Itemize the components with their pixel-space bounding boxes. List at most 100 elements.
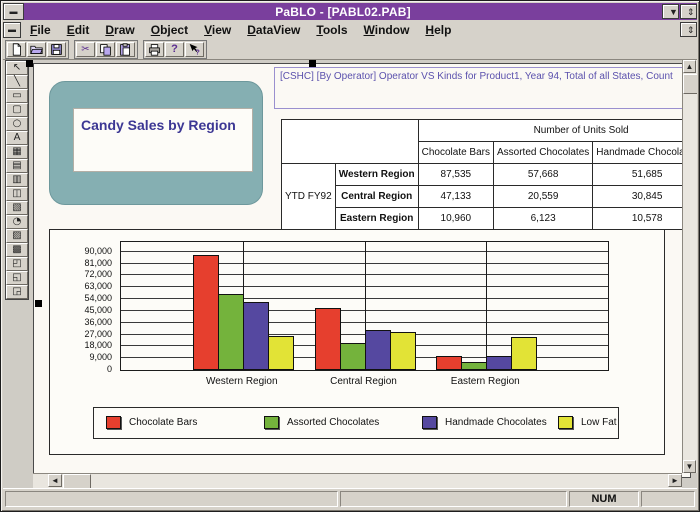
data-table-object[interactable]: Number of Units Sold Chocolate Bars Asso… xyxy=(281,119,697,230)
ellipse-tool[interactable]: ○ xyxy=(6,117,28,131)
slide-title-text-frame[interactable]: Candy Sales by Region xyxy=(73,108,253,172)
document-page[interactable]: Candy Sales by Region [CSHC] [By Operato… xyxy=(33,63,697,478)
bar[interactable] xyxy=(339,343,366,370)
table-tool[interactable]: ▦ xyxy=(6,145,28,159)
selection-handle[interactable] xyxy=(26,60,33,67)
paste-icon[interactable] xyxy=(116,41,135,57)
vertical-scroll-thumb[interactable] xyxy=(683,74,697,94)
num-lock-indicator: NUM xyxy=(569,491,639,507)
scatter-chart-tool[interactable]: ◱ xyxy=(6,271,28,285)
line-tool[interactable]: ╲ xyxy=(6,75,28,89)
cut-icon[interactable]: ✂ xyxy=(76,41,95,57)
bar[interactable] xyxy=(389,332,416,370)
svg-text:?: ? xyxy=(195,47,200,56)
menu-window[interactable]: Window xyxy=(363,22,410,37)
scroll-up-icon[interactable]: ▲ xyxy=(683,60,696,73)
menu-view[interactable]: View xyxy=(204,22,232,37)
slide-title-box[interactable]: Candy Sales by Region xyxy=(49,81,263,205)
selection-handle[interactable] xyxy=(309,60,316,67)
menu-file[interactable]: File xyxy=(30,22,51,37)
legend-item: Chocolate Bars xyxy=(106,416,197,429)
bar[interactable] xyxy=(267,336,294,370)
document-restore-button[interactable]: ⇕ xyxy=(680,22,697,37)
bar[interactable] xyxy=(314,308,341,370)
save-button[interactable] xyxy=(47,41,66,57)
text-tool[interactable]: A xyxy=(6,131,28,145)
menu-edit[interactable]: Edit xyxy=(66,22,90,37)
row-label: Central Region xyxy=(334,185,419,208)
x-category-label: Western Region xyxy=(205,376,278,387)
grid-chart-tool[interactable]: ◰ xyxy=(6,257,28,271)
vertical-scrollbar[interactable]: ▲ ▼ xyxy=(682,60,697,473)
chart-legend[interactable]: Chocolate Bars Assorted Chocolates Handmad… xyxy=(93,407,619,439)
new-button[interactable] xyxy=(7,41,26,57)
restore-button[interactable]: ⇕ xyxy=(680,4,697,19)
rectangle-tool[interactable]: ▭ xyxy=(6,89,28,103)
bar[interactable] xyxy=(436,355,463,370)
gantt-chart-tool[interactable]: ◲ xyxy=(6,285,28,299)
open-button[interactable] xyxy=(27,41,46,57)
window-title: PaBLO - [PABL02.PAB] xyxy=(275,4,411,19)
bar[interactable] xyxy=(364,329,391,370)
header-box[interactable]: [CSHC] [By Operator] Operator VS Kinds f… xyxy=(274,67,687,109)
table-cell: 6,123 xyxy=(492,207,594,230)
table-cell: 57,668 xyxy=(492,163,594,186)
scroll-right-icon[interactable]: ► xyxy=(668,474,682,487)
step-chart-tool[interactable]: ◫ xyxy=(6,187,28,201)
y-tick-label: 27,000 xyxy=(84,328,112,339)
row-group-label: YTD FY92 xyxy=(281,163,336,230)
column-header: Assorted Chocolates xyxy=(492,141,594,164)
help-button[interactable]: ? xyxy=(165,41,184,57)
column-chart-tool[interactable]: ▨ xyxy=(6,229,28,243)
copy-icon[interactable] xyxy=(96,41,115,57)
x-category-label: Central Region xyxy=(330,376,397,387)
scroll-down-icon[interactable]: ▼ xyxy=(683,460,696,473)
app-control-menu-icon[interactable]: ▬ xyxy=(3,3,24,20)
minimize-button[interactable]: ▼ xyxy=(662,4,679,19)
menu-tools[interactable]: Tools xyxy=(316,22,348,37)
pointer-tool[interactable]: ↖ xyxy=(6,61,28,75)
bar-chart-object[interactable]: 0 9,000 18,000 27,000 36,000 45,000 54,000 63,0… xyxy=(49,229,665,455)
context-help-button[interactable]: ? xyxy=(185,41,204,57)
bar[interactable] xyxy=(242,302,269,370)
horizontal-scrollbar[interactable]: ◄ ► xyxy=(33,473,682,489)
table-cell: 10,960 xyxy=(417,207,495,230)
y-tick-label: 63,000 xyxy=(84,281,112,292)
legend-swatch-icon xyxy=(558,416,573,429)
table-cell: 47,133 xyxy=(417,185,495,208)
mixed-chart-tool[interactable]: ▩ xyxy=(6,243,28,257)
y-tick-label: 36,000 xyxy=(84,316,112,327)
gridline xyxy=(364,242,366,370)
menu-dataview[interactable]: DataView xyxy=(247,22,301,37)
menu-help[interactable]: Help xyxy=(425,22,452,37)
toolbar: ✂ ? ? xyxy=(3,39,697,60)
print-button[interactable] xyxy=(145,41,164,57)
horizontal-scroll-thumb[interactable] xyxy=(63,474,91,489)
rounded-rectangle-tool[interactable]: ▢ xyxy=(6,103,28,117)
column-header: Chocolate Bars xyxy=(417,141,495,164)
pie-chart-tool[interactable]: ◔ xyxy=(6,215,28,229)
document-control-menu-icon[interactable]: ▬ xyxy=(3,21,21,38)
status-panel xyxy=(340,491,567,507)
legend-item: Assorted Chocolates xyxy=(264,416,379,429)
x-category-label: Eastern Region xyxy=(450,376,520,387)
y-tick-label: 72,000 xyxy=(84,269,112,280)
menu-object[interactable]: Object xyxy=(150,22,189,37)
bar[interactable] xyxy=(511,336,538,370)
scroll-left-icon[interactable]: ◄ xyxy=(48,474,62,487)
bar-group xyxy=(192,242,294,370)
bar-chart-tool[interactable]: ▥ xyxy=(6,173,28,187)
y-tick-label: 54,000 xyxy=(84,293,112,304)
bar[interactable] xyxy=(486,356,513,370)
y-tick-label: 9,000 xyxy=(89,352,112,363)
bar[interactable] xyxy=(192,255,219,370)
bar[interactable] xyxy=(217,294,244,370)
menu-draw[interactable]: Draw xyxy=(105,22,135,37)
legend-label: Handmade Chocolates xyxy=(445,417,547,428)
bar[interactable] xyxy=(461,361,488,370)
line-chart-tool[interactable]: ▤ xyxy=(6,159,28,173)
work-area: ↖ ╲ ▭ ▢ ○ A ▦ ▤ ▥ ◫ ▧ ◔ ▨ ▩ ◰ ◱ ◲ Candy Sales by Region … xyxy=(3,60,697,490)
report-tool[interactable]: ▧ xyxy=(6,201,28,215)
selection-handle[interactable] xyxy=(35,300,42,307)
